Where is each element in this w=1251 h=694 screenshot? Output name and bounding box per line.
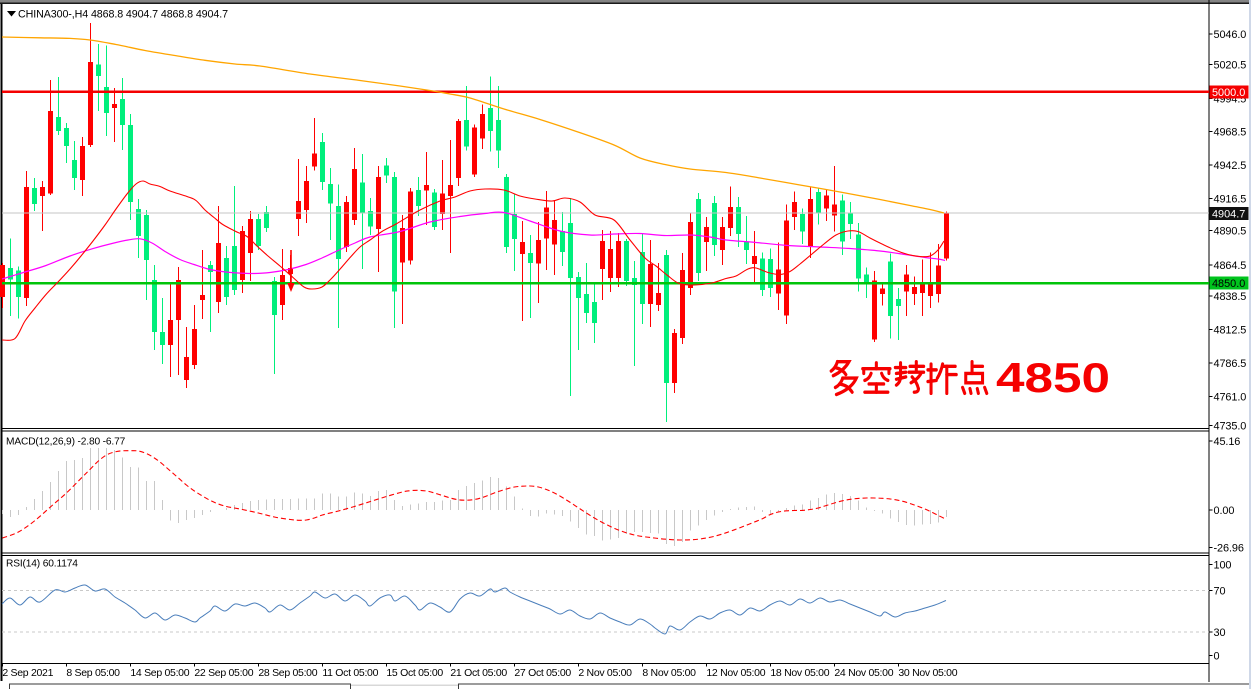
svg-text:4812.5: 4812.5 xyxy=(1214,325,1247,337)
svg-text:5046.0: 5046.0 xyxy=(1214,29,1247,41)
svg-text:15 Oct 05:00: 15 Oct 05:00 xyxy=(386,667,443,679)
svg-text:4968.5: 4968.5 xyxy=(1214,127,1247,139)
svg-text:5020.5: 5020.5 xyxy=(1214,60,1247,72)
svg-text:4864.5: 4864.5 xyxy=(1214,260,1247,272)
svg-text:18 Nov 05:00: 18 Nov 05:00 xyxy=(770,667,829,679)
svg-text:4916.5: 4916.5 xyxy=(1214,194,1247,206)
svg-text:RSI(14) 60.1174: RSI(14) 60.1174 xyxy=(6,559,78,570)
svg-text:2 Sep 2021: 2 Sep 2021 xyxy=(2,667,53,679)
svg-text:4904.7: 4904.7 xyxy=(1212,209,1245,221)
svg-text:4942.5: 4942.5 xyxy=(1214,160,1247,172)
svg-text:24 Nov 05:00: 24 Nov 05:00 xyxy=(834,667,893,679)
svg-text:70: 70 xyxy=(1214,585,1226,597)
svg-text:-26.96: -26.96 xyxy=(1214,543,1244,555)
svg-text:45.16: 45.16 xyxy=(1214,436,1241,448)
svg-text:5000.0: 5000.0 xyxy=(1212,87,1245,99)
svg-text:12 Nov 05:00: 12 Nov 05:00 xyxy=(706,667,765,679)
svg-text:27 Oct 05:00: 27 Oct 05:00 xyxy=(514,667,571,679)
svg-text:2 Nov 05:00: 2 Nov 05:00 xyxy=(578,667,632,679)
svg-text:4890.5: 4890.5 xyxy=(1214,226,1247,238)
svg-text:8 Nov 05:00: 8 Nov 05:00 xyxy=(642,667,696,679)
svg-text:4786.5: 4786.5 xyxy=(1214,358,1247,370)
svg-text:4838.5: 4838.5 xyxy=(1214,291,1247,303)
svg-text:14 Sep 05:00: 14 Sep 05:00 xyxy=(130,667,189,679)
svg-text:4761.0: 4761.0 xyxy=(1214,392,1247,404)
svg-text:4850: 4850 xyxy=(996,354,1110,401)
svg-text:MACD(12,26,9) -2.80 -6.77: MACD(12,26,9) -2.80 -6.77 xyxy=(6,437,126,448)
svg-text:CHINA300-,H4 4868.8 4904.7 48: CHINA300-,H4 4868.8 4904.7 4868.8 4904.7 xyxy=(18,9,228,21)
svg-text:30: 30 xyxy=(1214,627,1226,639)
svg-text:100: 100 xyxy=(1214,560,1232,572)
svg-text:0.00: 0.00 xyxy=(1214,505,1235,517)
svg-text:11 Oct 05:00: 11 Oct 05:00 xyxy=(322,667,378,679)
svg-text:4850.0: 4850.0 xyxy=(1212,278,1245,290)
svg-text:4735.0: 4735.0 xyxy=(1214,421,1247,433)
svg-text:22 Sep 05:00: 22 Sep 05:00 xyxy=(194,667,253,679)
svg-text:28 Sep 05:00: 28 Sep 05:00 xyxy=(258,667,317,679)
svg-text:30 Nov 05:00: 30 Nov 05:00 xyxy=(898,667,957,679)
svg-text:21 Oct 05:00: 21 Oct 05:00 xyxy=(450,667,507,679)
svg-text:0: 0 xyxy=(1214,650,1220,662)
svg-text:8 Sep 05:00: 8 Sep 05:00 xyxy=(66,667,120,679)
